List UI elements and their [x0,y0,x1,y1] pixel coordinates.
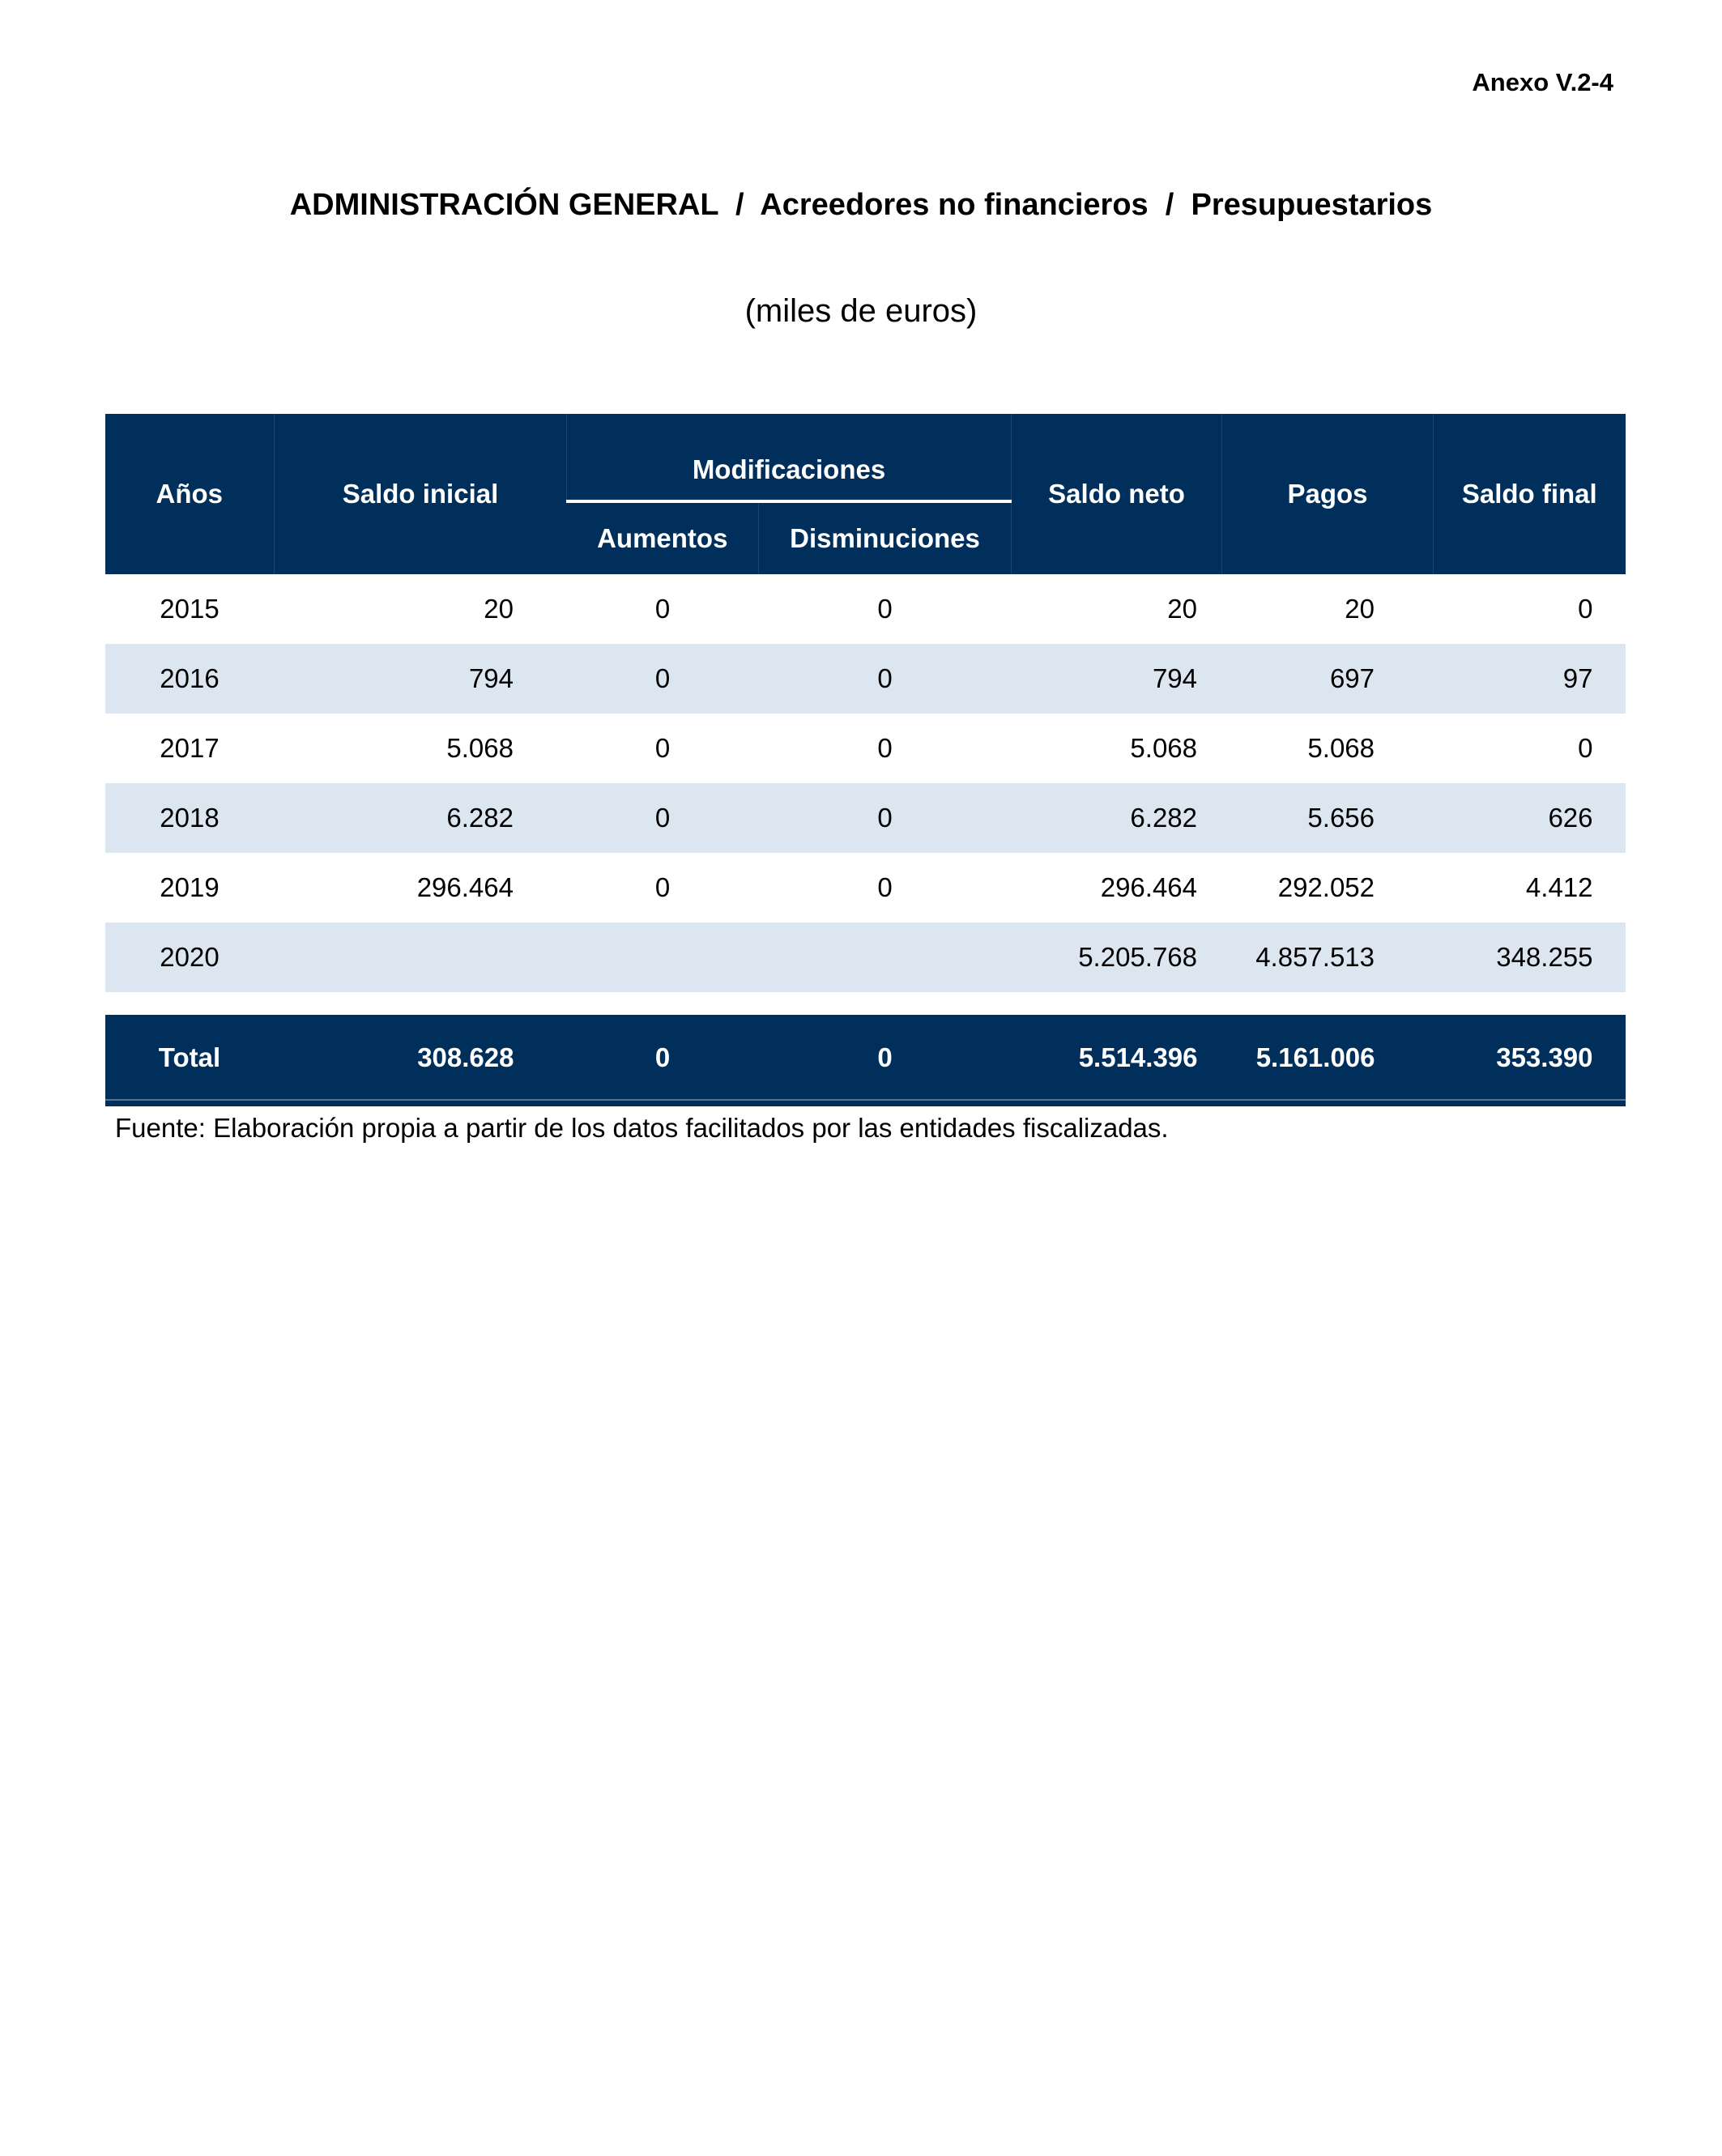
cell-final-balance: 4.412 [1525,872,1593,902]
cell-final-balance: 97 [1433,644,1626,714]
cell-increases: 0 [654,733,671,763]
source-note: Fuente: Elaboración propia a partir de l… [115,1113,1169,1143]
cell-decreases [758,922,1012,992]
cell-net-balance: 6.282 [1011,783,1222,853]
cell-decreases: 0 [877,733,893,763]
annex-label: Anexo V.2-4 [1472,68,1613,96]
table-row: 2015 20 0 0 20 20 0 [105,574,1626,644]
cell-increases [566,922,759,992]
cell-payments: 5.656 [1221,783,1434,853]
table-row: 2018 6.282 0 0 6.282 5.656 626 [104,783,1626,853]
spacer-row [104,992,1626,1015]
cell-final-balance: 0 [1578,594,1593,624]
cell-payments: 4.857.513 [1221,922,1434,992]
cell-net-balance: 5.068 [1130,733,1198,763]
cell-year: 2020 [104,922,275,992]
cell-payments: 20 [1345,594,1375,624]
cell-year: 2017 [160,733,220,763]
cell-year: 2015 [160,594,220,624]
page-title: ADMINISTRACIÓN GENERAL / Acreedores no f… [289,188,1433,222]
units-subtitle: (miles de euros) [744,293,978,329]
cell-decreases: 0 [877,594,893,624]
cell-payments: 697 [1221,644,1434,714]
header-final-balance: Saldo final [1433,414,1626,574]
data-table: Años Saldo inicial Modificaciones Saldo … [104,414,1626,1106]
cell-net-balance: 5.205.768 [1011,922,1222,992]
table-row: 2020 5.205.768 4.857.513 348.255 [104,922,1626,992]
cell-year: 2018 [104,783,275,853]
total-year: Total [104,1015,275,1106]
cell-initial-balance: 794 [274,644,567,714]
cell-decreases: 0 [758,783,1012,853]
cell-increases: 0 [654,872,671,902]
cell-payments: 5.068 [1307,733,1375,763]
cell-net-balance: 296.464 [1100,872,1198,902]
cell-final-balance: 626 [1433,783,1626,853]
spacer [104,992,1626,1015]
cell-increases: 0 [566,783,759,853]
header-initial-balance: Saldo inicial [274,414,567,574]
header-decreases: Disminuciones [757,501,1012,574]
cell-decreases: 0 [758,644,1012,714]
table-row: 2019 296.464 0 0 296.464 292.052 4.412 [105,853,1626,922]
total-decreases: 0 [758,1015,1012,1106]
cell-net-balance: 20 [1167,594,1198,624]
cell-final-balance: 348.255 [1433,922,1626,992]
table-row: 2017 5.068 0 0 5.068 5.068 0 [105,714,1626,783]
cell-initial-balance: 20 [484,594,514,624]
cell-final-balance: 0 [1578,733,1593,763]
cell-year: 2016 [104,644,275,714]
table-row: 2016 794 0 0 794 697 97 [104,644,1626,714]
cell-net-balance: 794 [1011,644,1222,714]
total-row: Total 308.628 0 0 5.514.396 5.161.006 353.390 [104,1015,1626,1106]
header-payments: Pagos [1221,414,1434,574]
cell-payments: 292.052 [1277,872,1375,902]
total-payments: 5.161.006 [1221,1015,1434,1106]
header-increases: Aumentos [566,501,759,574]
cell-decreases: 0 [877,872,893,902]
total-increases: 0 [566,1015,759,1106]
cell-initial-balance [274,922,567,992]
cell-year: 2019 [160,872,220,902]
cell-increases: 0 [566,644,759,714]
header-years: Años [104,414,275,574]
header-modifications: Modificaciones [565,414,1012,503]
total-initial-balance: 308.628 [274,1015,567,1106]
header-net-balance: Saldo neto [1011,414,1222,574]
cell-initial-balance: 6.282 [274,783,567,853]
total-net-balance: 5.514.396 [1011,1015,1222,1106]
cell-increases: 0 [654,594,671,624]
cell-initial-balance: 296.464 [416,872,514,902]
cell-initial-balance: 5.068 [446,733,514,763]
total-final-balance: 353.390 [1433,1015,1626,1106]
